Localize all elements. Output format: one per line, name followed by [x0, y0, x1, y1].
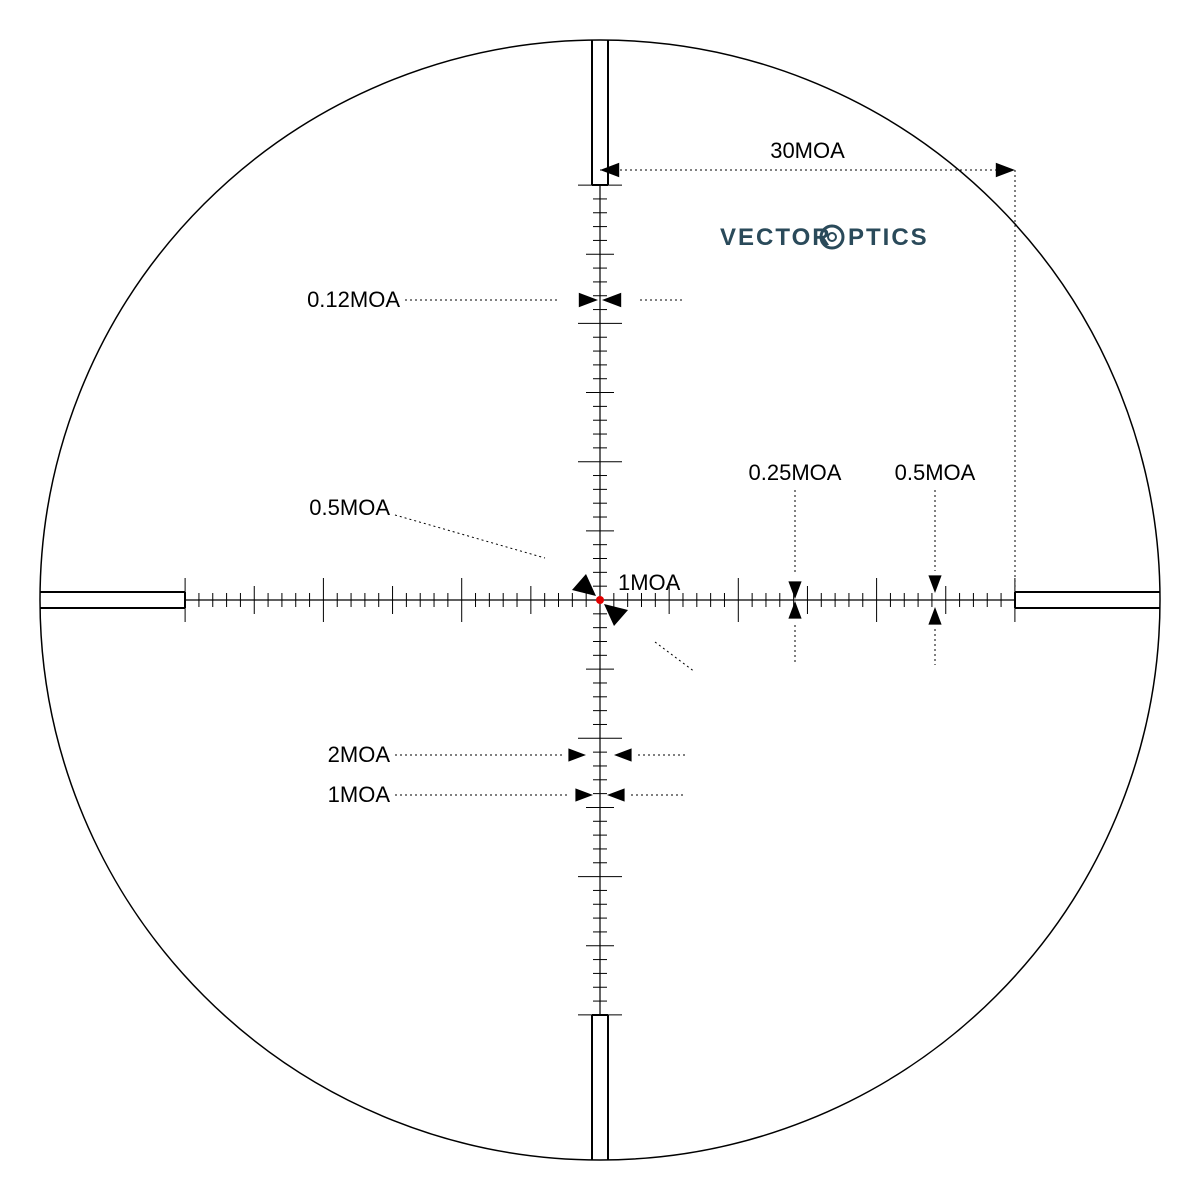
label-025moa: 0.25MOA: [749, 460, 842, 485]
label-05moa-right: 0.5MOA: [895, 460, 976, 485]
label-05moa-center: 0.5MOA: [309, 495, 390, 520]
label-1moa: 1MOA: [328, 782, 391, 807]
reticle-diagram: 30MOA 0.12MOA 0.25MOA 0.5MOA 0.5MOA 1MOA 2MOA 1…: [0, 0, 1200, 1200]
center-dot: [596, 596, 604, 604]
brand-vector: VECTOR: [720, 224, 832, 251]
label-30moa: 30MOA: [770, 138, 845, 163]
label-012moa: 0.12MOA: [307, 287, 400, 312]
label-1moa-center: 1MOA: [618, 570, 681, 595]
brand-optics: PTICS: [848, 224, 929, 251]
label-2moa: 2MOA: [328, 742, 391, 767]
